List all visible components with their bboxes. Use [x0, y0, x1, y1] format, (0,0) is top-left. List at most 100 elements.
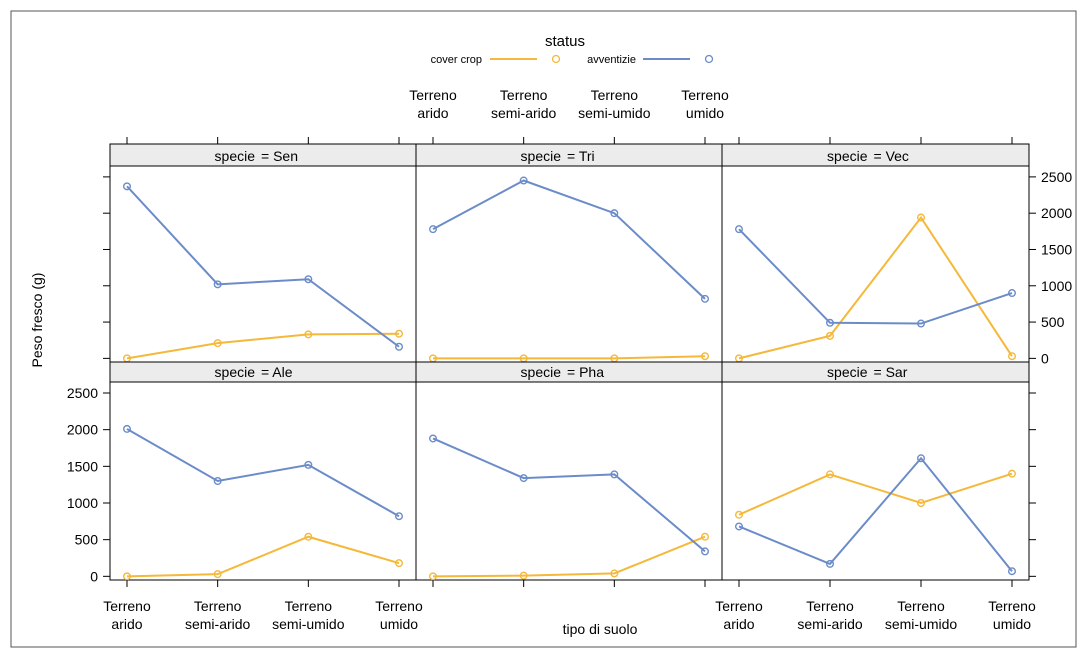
point-avventizie-ale-4	[395, 512, 404, 521]
x-tick-label-bottom-right: Terreno semi-umido	[885, 598, 958, 632]
y-tick-label-left: 0	[90, 568, 98, 584]
point-avventizie-sen-3	[304, 275, 313, 284]
series-line-cover-crop-sar	[738, 472, 1013, 516]
point-avventizie-sen-1	[122, 182, 131, 191]
y-tick-label-left: 2500	[67, 385, 98, 401]
point-avventizie-pha-3	[610, 470, 619, 479]
y-tick-label-left: 2000	[67, 422, 98, 438]
x-tick-label-top: Terreno arido	[409, 87, 457, 121]
series-line-cover-crop-ale	[126, 535, 400, 578]
series-line-avventizie-vec	[738, 228, 1013, 325]
panel-sen: specie = Sen	[109, 143, 417, 363]
legend-label-avventizie: avventizie	[587, 54, 636, 66]
point-cover-crop-pha-1	[429, 572, 438, 581]
strip-label-sen: = Sen	[261, 148, 298, 164]
point-avventizie-sen-4	[395, 342, 404, 351]
strip-prefix: specie	[827, 148, 868, 164]
point-cover-crop-pha-3	[610, 569, 619, 578]
point-avventizie-sar-4	[1008, 567, 1017, 576]
strip-prefix: specie	[521, 148, 562, 164]
point-cover-crop-sar-1	[735, 510, 744, 519]
point-avventizie-tri-1	[429, 225, 438, 234]
point-avventizie-ale-1	[122, 424, 131, 433]
panel-frame-vec	[721, 165, 1030, 363]
point-avventizie-tri-4	[701, 294, 710, 303]
strip-label-pha: = Pha	[567, 364, 604, 380]
x-tick-label-bottom-right: Terreno arido	[715, 598, 763, 632]
point-cover-crop-pha-4	[701, 532, 710, 541]
point-avventizie-tri-2	[519, 176, 528, 185]
series-line-cover-crop-tri	[433, 355, 706, 360]
x-tick-label-bottom-left: Terreno arido	[103, 598, 151, 632]
series-line-cover-crop-pha	[432, 535, 706, 578]
y-tick-label-left: 500	[75, 532, 99, 548]
series-line-cover-crop-vec	[738, 215, 1013, 360]
point-avventizie-vec-2	[826, 318, 835, 327]
panel-frame-sar	[721, 381, 1030, 581]
point-avventizie-tri-3	[610, 209, 619, 218]
x-axis-title: tipo di suolo	[563, 621, 638, 637]
x-tick-label-bottom-left: Terreno semi-umido	[272, 598, 345, 632]
point-cover-crop-vec-4	[1008, 352, 1017, 361]
point-cover-crop-sar-2	[826, 470, 835, 479]
point-cover-crop-vec-2	[826, 331, 835, 340]
point-avventizie-ale-2	[213, 477, 222, 486]
y-axis-title: Peso fresco (g)	[29, 273, 45, 368]
panel-tri: specie = Tri	[415, 143, 723, 363]
strip-label-sar: = Sar	[874, 364, 908, 380]
y-tick-label-right: 2500	[1041, 169, 1072, 185]
legend-label-cover-crop: cover crop	[431, 54, 482, 66]
point-avventizie-vec-4	[1008, 289, 1017, 298]
panels: specie = Sen specie = Tri specie = Vec specie =…	[67, 87, 1073, 632]
panel-ale: specie = Ale	[109, 361, 417, 581]
y-tick-label-right: 1000	[1041, 278, 1072, 294]
legend-marker-avventizie	[704, 54, 714, 64]
panel-frame-ale	[109, 381, 417, 581]
point-avventizie-sen-2	[213, 280, 222, 289]
point-avventizie-vec-3	[917, 319, 926, 328]
point-avventizie-pha-1	[429, 434, 438, 443]
legend: status cover crop avventizie	[431, 33, 714, 66]
strip-prefix: specie	[215, 148, 256, 164]
point-avventizie-pha-2	[519, 474, 528, 483]
panel-pha: specie = Pha	[415, 361, 723, 581]
x-tick-label-bottom-right: Terreno umido	[988, 598, 1036, 632]
figure-frame	[10, 10, 1077, 648]
x-tick-label-bottom-left: Terreno semi-arido	[185, 598, 251, 632]
y-tick-label-right: 500	[1041, 314, 1065, 330]
panel-frame-tri	[415, 165, 723, 363]
strip-prefix: specie	[827, 364, 868, 380]
y-tick-label-right: 1500	[1041, 241, 1072, 257]
strip-label-tri: = Tri	[567, 148, 595, 164]
point-cover-crop-ale-4	[395, 559, 404, 568]
point-cover-crop-sar-4	[1008, 469, 1017, 478]
y-tick-label-left: 1000	[67, 495, 98, 511]
point-cover-crop-ale-2	[213, 570, 222, 579]
point-cover-crop-tri-4	[701, 352, 710, 361]
panel-sar: specie = Sar	[721, 361, 1030, 581]
panel-frame-sen	[109, 165, 417, 363]
panel-vec: specie = Vec	[721, 143, 1030, 363]
y-tick-label-right: 0	[1041, 350, 1049, 366]
strip-label-ale: = Ale	[261, 364, 293, 380]
y-tick-label-left: 1500	[67, 458, 98, 474]
x-tick-label-bottom-left: Terreno umido	[375, 598, 423, 632]
strip-label-vec: = Vec	[874, 148, 909, 164]
point-cover-crop-sar-3	[917, 499, 926, 508]
point-cover-crop-sen-4	[395, 329, 404, 338]
series-line-avventizie-sen	[126, 185, 400, 348]
point-cover-crop-pha-2	[519, 571, 528, 580]
strip-prefix: specie	[521, 364, 562, 380]
point-avventizie-vec-1	[735, 225, 744, 234]
x-tick-label-top: Terreno umido	[681, 87, 729, 121]
y-tick-label-right: 2000	[1041, 205, 1072, 221]
series-line-avventizie-ale	[126, 428, 400, 518]
point-cover-crop-ale-1	[122, 572, 131, 581]
series-line-avventizie-pha	[432, 437, 706, 553]
strip-prefix: specie	[215, 364, 256, 380]
point-avventizie-sar-2	[826, 559, 835, 568]
panel-frame-pha	[415, 381, 723, 581]
x-tick-label-top: Terreno semi-arido	[491, 87, 557, 121]
x-tick-label-bottom-right: Terreno semi-arido	[797, 598, 863, 632]
